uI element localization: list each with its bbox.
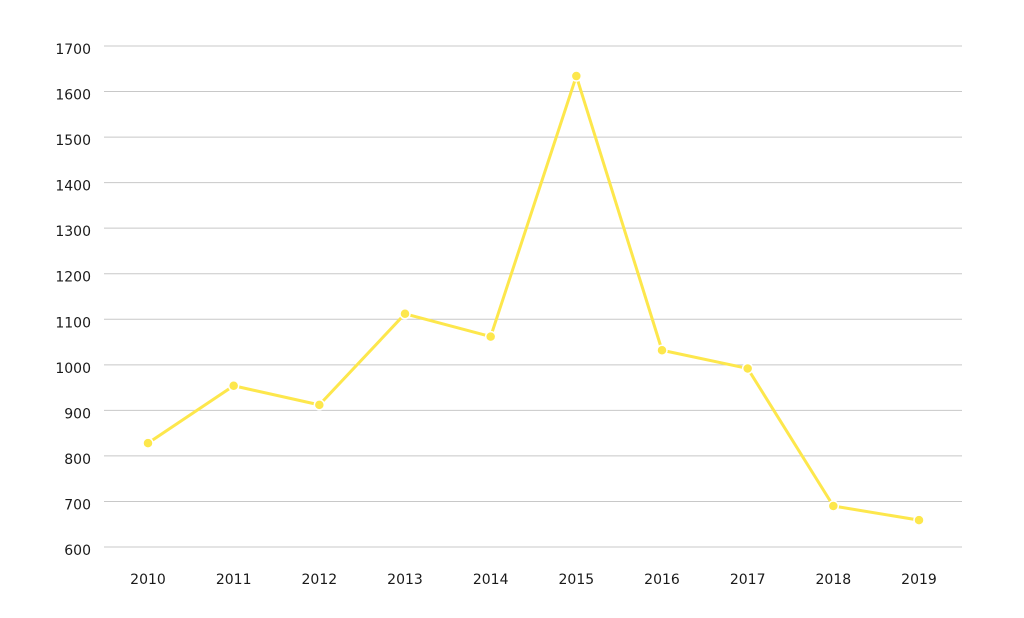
x-tick-label-2014: 2014: [473, 572, 509, 588]
x-tick-label-2015: 2015: [559, 572, 595, 588]
y-tick-label-1600: 1600: [55, 88, 91, 104]
x-tick-label-2017: 2017: [730, 572, 766, 588]
data-point-2015: [570, 70, 583, 82]
series-line-0: [146, 74, 921, 522]
x-tick-label-2010: 2010: [130, 572, 166, 588]
series-layer: [142, 70, 925, 526]
y-tick-label-1700: 1700: [55, 42, 91, 58]
data-point-2013: [399, 308, 411, 320]
y-tick-label-1100: 1100: [55, 315, 91, 331]
data-point-2010: [142, 437, 154, 449]
y-tick-label-900: 900: [64, 406, 91, 422]
data-point-2011: [227, 380, 240, 392]
gridlines: [104, 45, 962, 548]
y-tick-label-700: 700: [64, 497, 91, 513]
y-tick-label-1500: 1500: [55, 133, 91, 149]
data-point-2018: [827, 500, 840, 512]
y-tick-label-1300: 1300: [55, 224, 91, 240]
y-axis-tick-labels: 600 700 800 900 1000 1100 1200 1300 1400 1500 1600…: [55, 42, 91, 559]
y-tick-label-1400: 1400: [55, 179, 91, 195]
x-tick-label-2011: 2011: [216, 572, 252, 588]
y-tick-label-1200: 1200: [55, 270, 91, 286]
x-axis-tick-labels: 2010 2011 2012 2013 2014 2015 2016 2017 2018 2019: [130, 572, 937, 588]
y-tick-label-800: 800: [64, 452, 91, 468]
y-tick-label-1000: 1000: [55, 361, 91, 377]
x-tick-label-2019: 2019: [901, 572, 937, 588]
y-tick-label-600: 600: [64, 543, 91, 559]
x-tick-label-2016: 2016: [644, 572, 680, 588]
x-tick-label-2018: 2018: [816, 572, 852, 588]
data-point-2017: [741, 362, 754, 375]
data-point-2014: [484, 330, 497, 343]
data-point-2016: [656, 344, 668, 356]
x-tick-label-2013: 2013: [387, 572, 423, 588]
data-point-2012: [313, 399, 326, 411]
data-point-2019: [913, 514, 925, 526]
x-tick-label-2012: 2012: [302, 572, 338, 588]
